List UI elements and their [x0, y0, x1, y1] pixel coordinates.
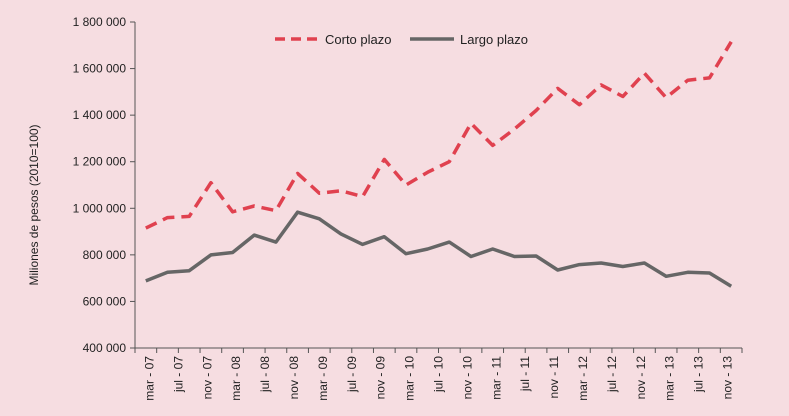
y-tick-label: 600 000 [83, 294, 127, 308]
series-line-largo-plazo [145, 210, 733, 288]
y-tick-label: 1 800 000 [73, 15, 127, 29]
x-tick-label: nov - 12 [634, 356, 648, 400]
x-tick-label: jul - 07 [171, 356, 185, 393]
y-axis-title: Miliones de pesos (2010=100) [27, 124, 41, 285]
x-tick-label: jul - 08 [258, 356, 272, 393]
legend-label: Corto plazo [325, 32, 391, 47]
x-tick-label: mar - 08 [229, 356, 243, 401]
y-tick-label: 1 000 000 [73, 201, 127, 215]
y-tick-label: 800 000 [83, 248, 127, 262]
series-line-corto-plazo [145, 40, 733, 230]
x-tick-label: mar - 12 [576, 356, 590, 401]
x-tick-label: jul - 13 [692, 356, 706, 393]
y-tick-label: 1 400 000 [73, 108, 127, 122]
x-tick-label: nov - 10 [460, 356, 474, 400]
x-tick-label: jul - 12 [605, 356, 619, 393]
x-tick-label: jul - 11 [518, 356, 532, 392]
series-layer [145, 40, 733, 288]
axes: 400 000 600 000 800 000 1 000 000 1 200 000 1… [73, 15, 743, 401]
x-tick-label: nov - 13 [721, 356, 735, 400]
y-tick-label: 1 200 000 [73, 155, 127, 169]
x-tick-label: mar - 11 [489, 356, 503, 400]
x-tick-label: mar - 09 [316, 356, 330, 401]
x-tick-label: nov - 08 [287, 356, 301, 400]
legend: Corto plazo Largo plazo [275, 32, 528, 47]
legend-label: Largo plazo [460, 32, 528, 47]
x-tick-label: jul - 10 [432, 356, 446, 393]
y-tick-label: 400 000 [83, 341, 127, 355]
x-tick-label: jul - 09 [345, 356, 359, 393]
x-tick-label: mar - 07 [142, 356, 156, 401]
x-tick-label: mar - 13 [663, 356, 677, 401]
x-tick-label: mar - 10 [403, 356, 417, 401]
x-tick-label: nov - 07 [200, 356, 214, 400]
y-tick-label: 1 600 000 [73, 62, 127, 76]
x-tick-label: nov - 11 [547, 356, 561, 399]
x-tick-label: nov - 09 [374, 356, 388, 400]
